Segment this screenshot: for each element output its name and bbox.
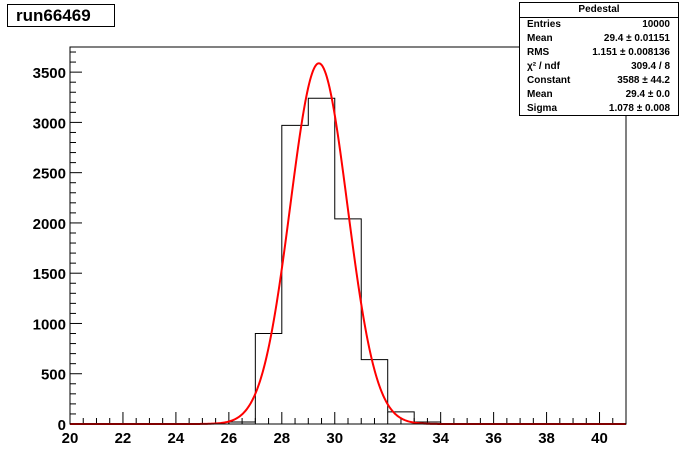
y-tick-label: 3500 bbox=[33, 65, 66, 82]
stats-value: 29.4 ± 0.01151 bbox=[603, 33, 670, 44]
x-tick-label: 26 bbox=[221, 430, 238, 447]
histogram-bins bbox=[70, 97, 626, 425]
stats-value: 309.4 / 8 bbox=[631, 61, 670, 72]
x-tick-label: 30 bbox=[326, 430, 343, 447]
stats-row: Sigma 1.078 ± 0.008 bbox=[520, 102, 678, 116]
y-tick-label: 1000 bbox=[33, 316, 66, 333]
y-tick-label: 500 bbox=[41, 367, 66, 384]
x-tick-label: 36 bbox=[485, 430, 502, 447]
y-tick-label: 2000 bbox=[33, 216, 66, 233]
stats-value: 10000 bbox=[642, 19, 670, 30]
x-tick-label: 24 bbox=[168, 430, 185, 447]
stats-label: Mean bbox=[527, 33, 553, 44]
stats-label: RMS bbox=[527, 47, 550, 58]
histogram-bin bbox=[335, 219, 361, 424]
stats-title: Pedestal bbox=[520, 3, 678, 18]
histogram-bin bbox=[308, 98, 334, 424]
x-tick-label: 40 bbox=[591, 430, 608, 447]
stats-row: Mean 29.4 ± 0.01151 bbox=[520, 32, 678, 46]
x-tick-label: 32 bbox=[379, 430, 396, 447]
stats-rows: Entries 10000 Mean 29.4 ± 0.01151 RMS 1.151 ±… bbox=[520, 18, 678, 116]
gaussian-fit-curve bbox=[70, 62, 626, 425]
stats-label: Constant bbox=[527, 75, 571, 86]
stats-row: RMS 1.151 ± 0.008136 bbox=[520, 46, 678, 60]
stats-label: Mean bbox=[527, 89, 553, 100]
y-axis: 0 500 1000 1500 2000 2500 3000 3500 bbox=[33, 51, 82, 434]
histogram-title: run66469 bbox=[7, 4, 115, 27]
stats-value: 1.151 ± 0.008136 bbox=[592, 47, 670, 58]
x-tick-label: 22 bbox=[115, 430, 132, 447]
histogram-outline bbox=[70, 97, 626, 425]
stats-row: Mean 29.4 ± 0.0 bbox=[520, 88, 678, 102]
stats-row: Entries 10000 bbox=[520, 18, 678, 32]
plot-frame bbox=[69, 46, 627, 425]
stats-row: χ² / ndf 309.4 / 8 bbox=[520, 60, 678, 74]
stats-row: Constant 3588 ± 44.2 bbox=[520, 74, 678, 88]
x-tick-label: 28 bbox=[273, 430, 290, 447]
stats-label: Entries bbox=[527, 19, 561, 30]
x-tick-label: 38 bbox=[538, 430, 555, 447]
y-tick-label: 2500 bbox=[33, 166, 66, 183]
y-tick-label: 1500 bbox=[33, 266, 66, 283]
y-tick-label: 0 bbox=[58, 417, 66, 434]
stats-box: Pedestal Entries 10000 Mean 29.4 ± 0.01151 R… bbox=[519, 2, 679, 116]
x-tick-label: 20 bbox=[62, 430, 79, 447]
y-tick-label: 3000 bbox=[33, 115, 66, 132]
stats-label: Sigma bbox=[527, 103, 558, 114]
stats-value: 1.078 ± 0.008 bbox=[608, 103, 670, 114]
x-axis: 20 22 24 26 28 30 32 34 36 38 40 bbox=[62, 412, 627, 447]
x-tick-label: 34 bbox=[432, 430, 449, 447]
stats-value: 3588 ± 44.2 bbox=[617, 75, 670, 86]
stats-value: 29.4 ± 0.0 bbox=[625, 89, 670, 100]
stats-label: χ² / ndf bbox=[527, 61, 560, 72]
